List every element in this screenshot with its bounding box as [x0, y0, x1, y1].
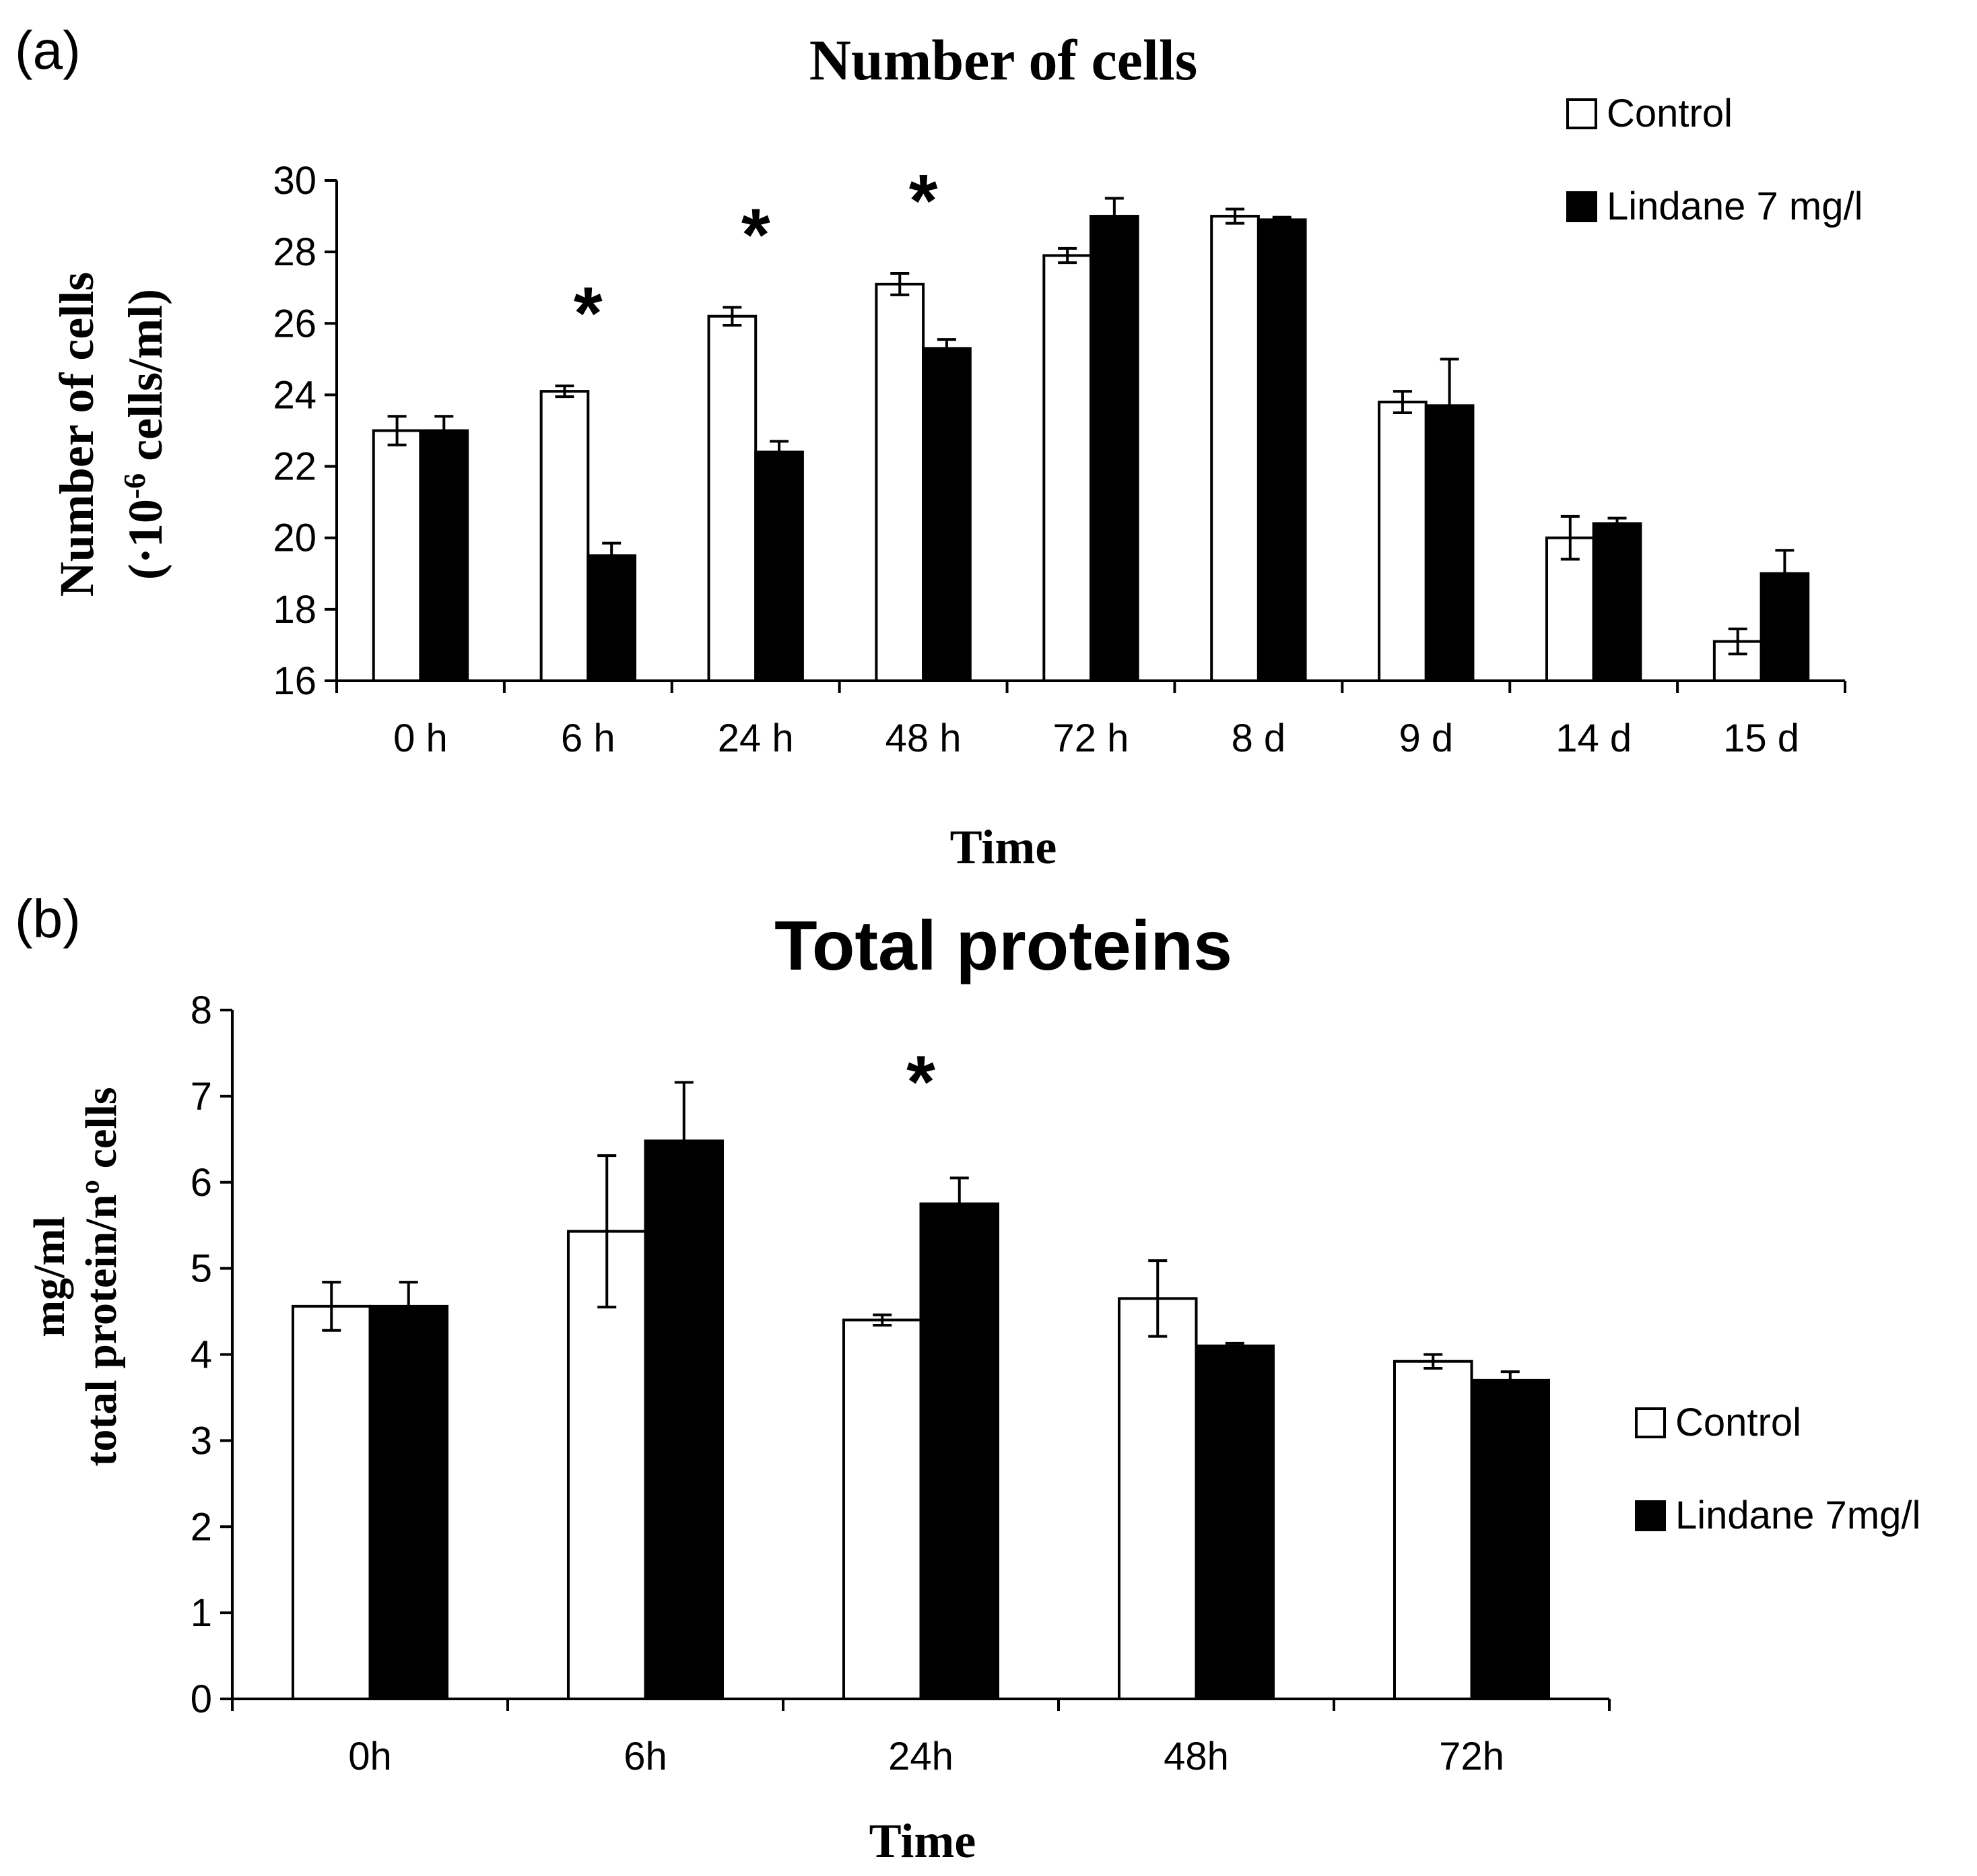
legend-b: Control Lindane 7mg/l [1635, 1401, 1920, 1537]
bar-a-lindane [419, 429, 469, 682]
y-tick-label-a: 24 [273, 373, 316, 417]
x-tick-label-a: 72 h [1053, 716, 1129, 760]
y-tick-label-a: 20 [273, 516, 316, 560]
y-tick-label-b: 2 [191, 1505, 212, 1549]
y-tick-label-a: 30 [273, 159, 316, 203]
x-tick-label-a: 15 d [1723, 716, 1799, 760]
y-tick-label-b: 7 [191, 1075, 212, 1118]
bar-a-control [875, 282, 925, 682]
bar-a-control [372, 429, 422, 682]
x-tick-label-b: 24h [888, 1735, 953, 1778]
x-ticks-b: 0h 6h 24h 48h 72h [231, 1698, 1611, 1778]
y-axis-label-a-line2: (·10-6 cells/ml) [117, 289, 173, 580]
bar-a-lindane [754, 450, 804, 682]
legend-label-b-lindane: Lindane 7mg/l [1675, 1494, 1920, 1537]
bar-b-control [1117, 1297, 1198, 1700]
legend-label-b-control: Control [1675, 1401, 1801, 1444]
x-tick-label-b: 6h [624, 1735, 667, 1778]
bar-a-lindane [1256, 218, 1307, 682]
bar-a-lindane [587, 554, 637, 682]
x-tick-label-b: 48h [1164, 1735, 1229, 1778]
bars-b: * [291, 1040, 1551, 1701]
legend-swatch-a-control [1566, 98, 1597, 129]
bar-b-control [291, 1304, 372, 1700]
y-ticks-b: 0 1 2 3 4 5 6 7 8 [191, 989, 234, 1721]
bar-b-lindane [368, 1304, 449, 1700]
panel-a: (a) Number of cells Time Number of cells… [15, 20, 1863, 874]
bars-a: * * * [372, 160, 1810, 683]
bar-a-control [707, 314, 758, 682]
y-tick-label-b: 8 [191, 989, 212, 1032]
bar-a-control [1378, 401, 1428, 682]
bar-b-lindane [1470, 1378, 1551, 1701]
legend-swatch-b-control [1635, 1407, 1666, 1438]
legend-a: Control Lindane 7 mg/l [1566, 92, 1863, 228]
y-tick-label-b: 3 [191, 1419, 212, 1463]
legend-label-a-lindane: Lindane 7 mg/l [1607, 185, 1863, 228]
y-tick-label-b: 6 [191, 1161, 212, 1205]
y-axis-label-b-line1: mg/ml [25, 1216, 74, 1337]
y-axis-label-a-line1: Number of cells [50, 272, 104, 597]
significance-marker-b: * [906, 1040, 935, 1123]
x-tick-label-a: 14 d [1555, 716, 1632, 760]
x-axis-label-a: Time [950, 820, 1057, 874]
y-ticks-a: 16 18 20 22 24 26 28 30 [273, 159, 338, 703]
y-tick-label-b: 1 [191, 1591, 212, 1635]
x-ticks-a: 0 h 6 h 24 h 48 h 72 h 8 d 9 d 14 d 15 d [335, 679, 1846, 760]
bar-a-control [1210, 215, 1260, 683]
legend-label-a-control: Control [1607, 92, 1733, 135]
significance-marker-a: * [741, 193, 770, 276]
legend-swatch-a-lindane [1566, 191, 1597, 222]
significance-marker-a: * [574, 272, 603, 355]
y-tick-label-b: 0 [191, 1677, 212, 1721]
legend-swatch-b-lindane [1635, 1500, 1666, 1531]
panel-label-b: (b) [15, 889, 81, 949]
panel-label-a: (a) [15, 20, 81, 80]
bar-a-lindane [1090, 215, 1139, 683]
bar-a-lindane [922, 347, 972, 683]
x-tick-label-b: 0h [348, 1735, 392, 1778]
bar-a-lindane [1592, 522, 1642, 682]
x-tick-label-a: 8 d [1232, 716, 1286, 760]
y-axis-label-b-line2: total protein/nº cells [77, 1087, 126, 1466]
y-tick-label-a: 18 [273, 588, 316, 632]
bar-a-control [539, 390, 590, 682]
x-tick-label-a: 24 h [718, 716, 794, 760]
x-axis-label-b: Time [869, 1814, 976, 1868]
y-tick-label-a: 16 [273, 659, 316, 703]
x-tick-label-a: 0 h [393, 716, 448, 760]
chart-title-a: Number of cells [809, 28, 1197, 92]
panel-b: (b) Total proteins Time mg/ml total prot… [15, 889, 1920, 1868]
x-tick-label-a: 6 h [561, 716, 615, 760]
y-tick-label-a: 28 [273, 230, 316, 274]
x-tick-label-b: 72h [1439, 1735, 1504, 1778]
y-tick-label-a: 22 [273, 445, 316, 489]
bar-b-lindane [644, 1139, 725, 1700]
x-tick-label-a: 48 h [885, 716, 962, 760]
chart-title-b: Total proteins [774, 907, 1232, 985]
y-tick-label-b: 5 [191, 1247, 212, 1291]
y-tick-label-a: 26 [273, 302, 316, 345]
significance-marker-a: * [909, 160, 938, 242]
bar-b-lindane [1195, 1344, 1275, 1700]
bar-b-lindane [919, 1202, 1000, 1700]
y-axis-label-a-part2: cells/ml) [119, 289, 172, 473]
y-tick-label-b: 4 [191, 1333, 212, 1377]
bar-b-control [842, 1318, 923, 1700]
bar-a-control [1042, 254, 1093, 682]
y-axis-label-a-part1: (·10 [119, 499, 172, 580]
bar-b-control [1393, 1360, 1473, 1700]
x-tick-label-a: 9 d [1399, 716, 1453, 760]
y-axis-label-a-exponent: -6 [117, 473, 152, 499]
